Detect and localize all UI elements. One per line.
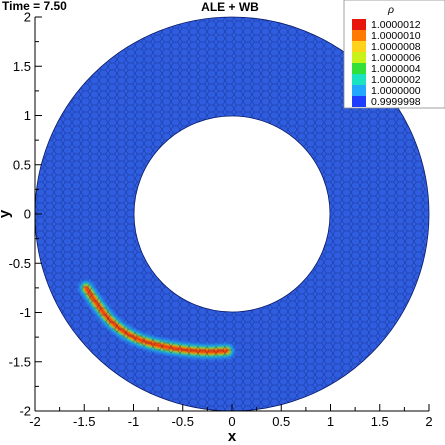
colorbar-swatch [352, 41, 366, 52]
x-tick-label: -0.5 [172, 414, 194, 429]
colorbar-label: 1.0000010 [371, 30, 421, 42]
colorbar-label: 1.0000004 [371, 63, 421, 75]
y-tick-label: 0.5 [13, 157, 31, 172]
y-ticks: -2 -1.5 -1 -0.5 0 0.5 1 1.5 2 [9, 10, 42, 419]
x-tick-label: -1.5 [73, 414, 95, 429]
y-tick-label: 1.5 [13, 59, 31, 74]
x-tick-label: 0.5 [272, 414, 290, 429]
colorbar-label: 1.0000008 [371, 41, 421, 53]
y-tick-label: 0 [24, 207, 31, 222]
x-tick-label: -1 [128, 414, 140, 429]
time-label: Time = 7.50 [2, 0, 67, 13]
plot-title: ALE + WB [201, 0, 259, 14]
colorbar-swatch [352, 30, 366, 41]
colorbar-label: 1.0000002 [371, 74, 421, 86]
density-arc-feature [78, 279, 236, 360]
y-axis-label: y [0, 209, 13, 218]
colorbar-label: 1.0000000 [371, 85, 421, 97]
y-tick-label: -0.5 [9, 256, 31, 271]
y-tick-label: -1.5 [9, 354, 31, 369]
colorbar-swatch [352, 74, 366, 85]
annulus-inner-edge [133, 115, 331, 313]
y-tick-label: -1 [19, 305, 31, 320]
y-tick-label: -2 [19, 404, 31, 419]
x-ticks: -2 -1.5 -1 -0.5 0 0.5 1 1.5 2 [29, 404, 433, 429]
x-tick-label: 1 [327, 414, 334, 429]
y-tick-label: 1 [24, 108, 31, 123]
colorbar-label: 1.0000006 [371, 52, 421, 64]
x-tick-label: 2 [425, 414, 432, 429]
annulus-domain [34, 16, 430, 412]
colorbar-swatch [352, 63, 366, 74]
colorbar-swatch [352, 19, 366, 30]
colorbar-legend: ρ 1.00000121.00000101.00000081.00000061.… [343, 0, 445, 109]
arc-mesh-overlay [81, 282, 233, 357]
x-axis-label: x [228, 428, 237, 445]
annulus-mesh [35, 17, 429, 411]
colorbar-swatch [352, 52, 366, 63]
colorbar-label: 1.0000012 [371, 19, 421, 31]
colorbar-entries: 1.00000121.00000101.00000081.00000061.00… [352, 19, 421, 108]
y-tick-label: 2 [24, 10, 31, 25]
x-tick-label: 0 [228, 414, 235, 429]
colorbar-title: ρ [387, 4, 394, 16]
x-tick-label: -2 [29, 414, 41, 429]
x-tick-label: 1.5 [371, 414, 389, 429]
colorbar-swatch [352, 96, 366, 107]
colorbar-swatch [352, 85, 366, 96]
colorbar-label: 0.9999998 [371, 96, 421, 108]
